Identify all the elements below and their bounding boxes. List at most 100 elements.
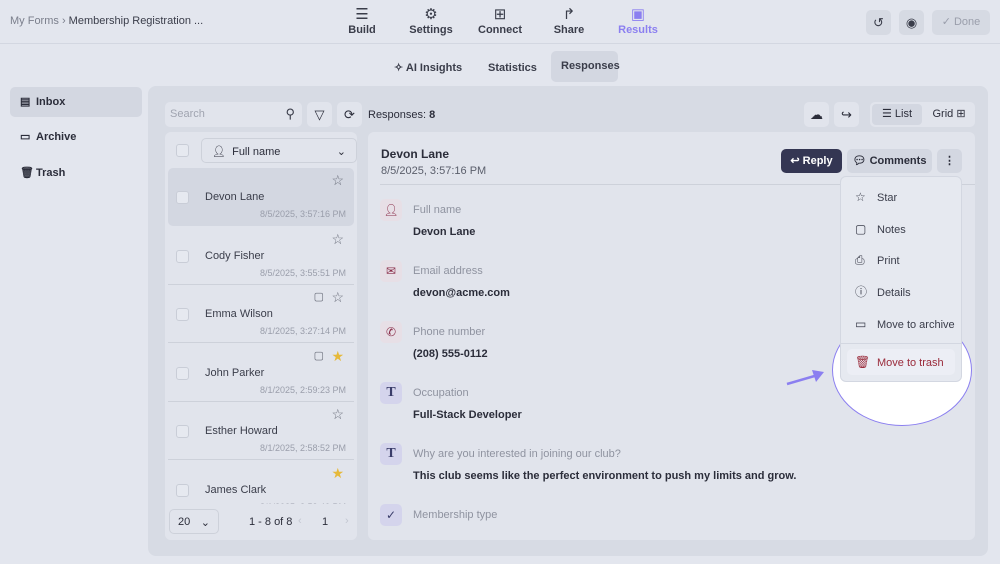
view-label: Grid bbox=[932, 108, 954, 120]
nav-label: Build bbox=[348, 24, 376, 36]
sidebar-label: Archive bbox=[36, 131, 77, 143]
list-item[interactable]: John Parker 8/1/2025, 2:59:23 PM ★ ▢ bbox=[168, 344, 354, 402]
row-date: 8/1/2025, 3:27:14 PM bbox=[259, 326, 346, 336]
nav-label: Connect bbox=[478, 24, 522, 36]
nav-label: Share bbox=[553, 24, 585, 36]
nav-settings[interactable]: ⚙ Settings bbox=[401, 6, 461, 36]
reply-button[interactable]: ↩ Reply bbox=[781, 149, 842, 173]
sidebar-item-trash[interactable]: 🗑 Trash bbox=[10, 158, 142, 188]
page-range: 1 - 8 of 8 bbox=[249, 516, 293, 528]
tab-ai-insights[interactable]: ✧ AI Insights bbox=[384, 54, 472, 82]
star-icon[interactable]: ☆ bbox=[331, 289, 344, 305]
done-button[interactable]: ✓ Done bbox=[932, 10, 990, 35]
row-checkbox[interactable] bbox=[176, 483, 189, 497]
star-icon[interactable]: ☆ bbox=[331, 172, 344, 188]
menu-item-star[interactable]: ☆ Star bbox=[855, 187, 897, 207]
gear-icon: ⚙ bbox=[424, 6, 438, 23]
field-value: Full-Stack Developer bbox=[413, 409, 522, 421]
comments-button[interactable]: 💬︎ Comments bbox=[847, 149, 932, 173]
view-label: List bbox=[894, 108, 913, 120]
respondent-name: Devon Lane bbox=[381, 147, 450, 161]
cloud-download-icon: ☁ bbox=[810, 107, 823, 122]
column-select[interactable]: 👤︎ Full name ⌄ bbox=[201, 138, 357, 163]
menu-item-notes[interactable]: ▢ Notes bbox=[855, 219, 906, 239]
next-page-button[interactable]: › bbox=[345, 515, 349, 527]
menu-label: Move to archive bbox=[877, 319, 955, 331]
phone-icon: ✆ bbox=[380, 321, 402, 343]
inbox-icon: ▤ bbox=[20, 96, 31, 108]
star-icon[interactable]: ★ bbox=[331, 347, 344, 364]
page-size-select[interactable]: 20 ⌄ bbox=[169, 509, 219, 534]
chevron-down-icon: ⌄ bbox=[336, 146, 346, 158]
responses-count: Responses: 8 bbox=[368, 109, 435, 121]
download-button[interactable]: ☁ bbox=[804, 102, 829, 127]
pagination: 20 ⌄ 1 - 8 of 8 ‹ 1 › bbox=[165, 504, 357, 540]
sidebar-item-inbox[interactable]: ▤ Inbox bbox=[10, 87, 142, 117]
search-input[interactable]: Search ⚲ bbox=[165, 102, 302, 127]
printer-icon: ⎙ bbox=[855, 253, 865, 267]
refresh-icon: ⟳ bbox=[344, 107, 355, 122]
page-number[interactable]: 1 bbox=[322, 516, 329, 528]
row-date: 8/5/2025, 3:55:51 PM bbox=[259, 267, 346, 278]
breadcrumb-root[interactable]: My Forms bbox=[10, 15, 59, 27]
more-options-button[interactable]: ⋮ bbox=[937, 149, 962, 173]
breadcrumb: My Forms › Membership Registration ... bbox=[10, 15, 204, 27]
archive-icon: ▭ bbox=[20, 131, 31, 143]
grid-icon: ⊞ bbox=[956, 108, 966, 120]
sparkle-icon: ✧ bbox=[394, 62, 404, 74]
tab-statistics[interactable]: Statistics bbox=[488, 62, 537, 74]
divider bbox=[380, 184, 975, 185]
star-icon[interactable]: ★ bbox=[331, 464, 344, 481]
response-list: 👤︎ Full name ⌄ Devon Lane 8/5/2025, 3:57:… bbox=[165, 132, 357, 540]
nav-results[interactable]: ▣ Results bbox=[608, 6, 668, 36]
row-checkbox[interactable] bbox=[176, 191, 189, 204]
list-item[interactable]: Esther Howard 8/1/2025, 2:58:52 PM ☆ bbox=[168, 402, 354, 460]
page-size-value: 20 bbox=[178, 516, 191, 528]
history-button[interactable]: ↺ bbox=[866, 10, 891, 35]
field-value: Devon Lane bbox=[413, 226, 476, 238]
archive-icon: ▭ bbox=[855, 317, 867, 331]
note-icon[interactable]: ▢ bbox=[313, 349, 324, 362]
field-value: (208) 555-0112 bbox=[413, 348, 488, 360]
field-label: Membership type bbox=[413, 509, 498, 521]
prev-page-button[interactable]: ‹ bbox=[298, 515, 302, 527]
row-date: 8/5/2025, 3:57:16 PM bbox=[259, 209, 346, 219]
star-icon: ☆ bbox=[855, 190, 866, 204]
row-checkbox[interactable] bbox=[176, 308, 189, 321]
user-icon: 👤︎ bbox=[380, 199, 402, 221]
view-grid-button[interactable]: Grid ⊞ bbox=[925, 104, 973, 125]
menu-item-trash[interactable]: 🗑︎ Move to trash bbox=[847, 349, 955, 375]
preview-button[interactable]: ◉ bbox=[899, 10, 924, 35]
mail-icon: ✉ bbox=[380, 260, 402, 282]
note-icon[interactable]: ▢ bbox=[313, 291, 324, 303]
view-list-button[interactable]: ☰ List bbox=[872, 104, 922, 125]
filter-button[interactable]: ▽ bbox=[307, 102, 332, 127]
star-icon[interactable]: ☆ bbox=[331, 406, 344, 422]
field-label: Full name bbox=[413, 204, 462, 216]
menu-item-details[interactable]: ⓘ Details bbox=[855, 282, 911, 302]
row-checkbox[interactable] bbox=[176, 366, 189, 380]
nav-share[interactable]: ↱ Share bbox=[539, 6, 599, 36]
list-icon: ☰ bbox=[881, 108, 892, 120]
row-checkbox[interactable] bbox=[176, 425, 189, 438]
list-item[interactable]: Emma Wilson 8/1/2025, 3:27:14 PM ☆ ▢ bbox=[168, 285, 354, 343]
nav-connect[interactable]: ⊞ Connect bbox=[470, 6, 530, 36]
refresh-button[interactable]: ⟳ bbox=[337, 102, 362, 127]
forward-button[interactable]: ↪ bbox=[834, 102, 859, 127]
sidebar-item-archive[interactable]: ▭ Archive bbox=[10, 122, 142, 152]
text-icon: T bbox=[380, 443, 402, 465]
list-item[interactable]: Cody Fisher 8/5/2025, 3:55:51 PM ☆ bbox=[168, 227, 354, 285]
select-all-checkbox[interactable] bbox=[176, 144, 189, 157]
menu-item-print[interactable]: ⎙ Print bbox=[855, 250, 900, 270]
top-bar bbox=[0, 0, 1000, 44]
list-item[interactable]: Devon Lane 8/5/2025, 3:57:16 PM ☆ bbox=[168, 168, 354, 226]
row-checkbox[interactable] bbox=[176, 249, 189, 263]
column-label: Full name bbox=[232, 146, 281, 158]
nav-build[interactable]: ☰ Build bbox=[332, 6, 392, 36]
search-icon: ⚲ bbox=[285, 106, 295, 121]
star-icon[interactable]: ☆ bbox=[331, 230, 344, 247]
tab-responses[interactable]: Responses bbox=[551, 51, 620, 82]
eye-icon: ◉ bbox=[905, 15, 918, 30]
trash-icon: 🗑︎ bbox=[855, 355, 871, 369]
menu-item-archive[interactable]: ▭ Move to archive bbox=[855, 314, 955, 334]
